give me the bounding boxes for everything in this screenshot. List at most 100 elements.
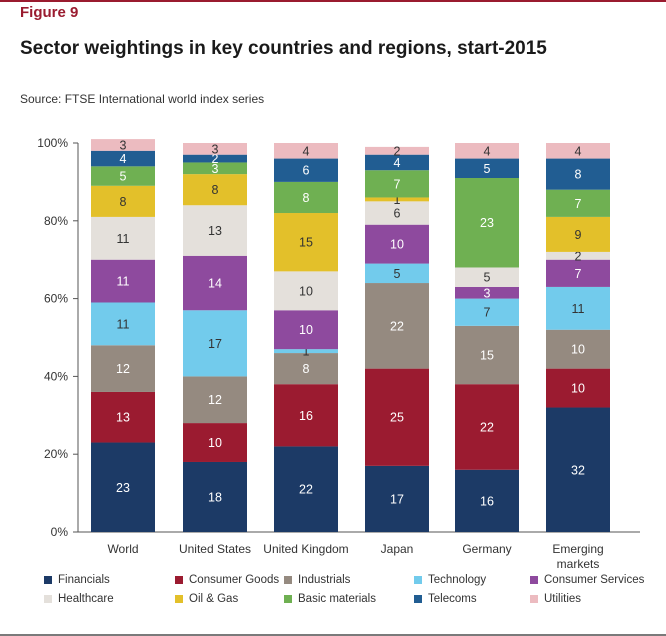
data-label: 7 xyxy=(394,177,401,191)
y-tick-label: 60% xyxy=(44,292,68,306)
bar-segment xyxy=(91,150,155,167)
x-tick-label: Emerging xyxy=(552,542,603,556)
x-tick-label: World xyxy=(107,542,138,556)
legend-swatch xyxy=(530,576,538,584)
bar-segment xyxy=(365,465,429,532)
data-label: 7 xyxy=(575,197,582,211)
data-label: 17 xyxy=(390,492,404,506)
bar-segment xyxy=(274,349,338,354)
data-label: 22 xyxy=(480,420,494,434)
x-tick-label: Japan xyxy=(381,542,414,556)
bar-segment xyxy=(183,174,247,206)
data-label: 7 xyxy=(484,306,491,320)
data-label: 8 xyxy=(575,168,582,182)
figure-label: Figure 9 xyxy=(20,4,79,21)
data-label: 8 xyxy=(303,362,310,376)
legend-item: Telecoms xyxy=(414,593,477,605)
bar-segment xyxy=(91,259,155,303)
data-label: 5 xyxy=(394,267,401,281)
legend-label: Healthcare xyxy=(58,593,114,605)
bar-segment xyxy=(183,154,247,163)
bar-segment xyxy=(455,267,519,287)
bar-segment xyxy=(365,224,429,264)
bar-segment xyxy=(546,143,610,159)
data-label: 8 xyxy=(303,191,310,205)
bar-segment xyxy=(546,407,610,532)
legend-swatch xyxy=(284,595,292,603)
data-label: 15 xyxy=(480,349,494,363)
bar-segment xyxy=(274,384,338,447)
data-label: 16 xyxy=(480,494,494,508)
data-label: 25 xyxy=(390,411,404,425)
legend-item: Oil & Gas xyxy=(175,593,238,605)
x-tick-label: United States xyxy=(179,542,251,556)
bar-segment xyxy=(91,345,155,392)
data-label: 5 xyxy=(120,170,127,184)
bar-segment xyxy=(546,286,610,330)
data-label: 4 xyxy=(303,144,310,158)
data-label: 2 xyxy=(212,152,219,166)
x-tick-label: Germany xyxy=(462,542,511,556)
bar-segment xyxy=(365,201,429,225)
data-label: 2 xyxy=(575,249,582,263)
bar-segment xyxy=(183,205,247,256)
legend-item: Industrials xyxy=(284,574,350,586)
data-label: 14 xyxy=(208,277,222,291)
y-tick-label: 80% xyxy=(44,214,68,228)
data-label: 4 xyxy=(484,144,491,158)
data-label: 17 xyxy=(208,337,222,351)
legend-label: Basic materials xyxy=(298,593,376,605)
data-label: 11 xyxy=(117,317,130,331)
bar-segment xyxy=(274,271,338,311)
legend-item: Financials xyxy=(44,574,110,586)
bar-segment xyxy=(546,189,610,217)
bar-segment xyxy=(91,302,155,346)
y-tick-label: 40% xyxy=(44,369,68,383)
y-tick-label: 20% xyxy=(44,447,68,461)
bar-segment xyxy=(274,213,338,272)
legend-swatch xyxy=(175,576,183,584)
data-label: 23 xyxy=(480,216,494,230)
legend-item: Basic materials xyxy=(284,593,376,605)
data-label: 7 xyxy=(575,267,582,281)
bar-segment xyxy=(274,181,338,214)
legend-label: Industrials xyxy=(298,574,351,586)
legend-swatch xyxy=(414,595,422,603)
data-label: 13 xyxy=(208,224,222,238)
legend-item: Consumer Goods xyxy=(175,574,279,586)
data-label: 18 xyxy=(208,490,222,504)
bottom-rule xyxy=(0,634,666,636)
bar-segment xyxy=(455,384,519,470)
data-label: 2 xyxy=(394,144,401,158)
bar-segment xyxy=(91,391,155,443)
legend-label: Oil & Gas xyxy=(189,593,239,605)
data-label: 32 xyxy=(571,463,585,477)
bar-segment xyxy=(365,197,429,202)
data-label: 9 xyxy=(575,228,582,242)
legend-item: Consumer Services xyxy=(530,574,644,586)
bar-segment xyxy=(455,143,519,159)
bar-segment xyxy=(365,368,429,466)
legend-swatch xyxy=(44,595,52,603)
legend-swatch xyxy=(175,595,183,603)
bar-segment xyxy=(546,216,610,252)
bar-segment xyxy=(365,263,429,284)
bar-segment xyxy=(365,146,429,155)
data-label: 11 xyxy=(117,232,130,246)
data-label: 8 xyxy=(120,195,127,209)
x-tick-label: United Kingdom xyxy=(263,542,348,556)
legend-label: Consumer Goods xyxy=(189,574,280,586)
data-label: 10 xyxy=(299,284,313,298)
legend-swatch xyxy=(414,576,422,584)
bar-segment xyxy=(183,162,247,175)
data-label: 6 xyxy=(303,164,310,178)
data-label: 13 xyxy=(116,411,130,425)
bar-segment xyxy=(183,461,247,532)
data-label: 3 xyxy=(212,142,219,156)
data-label: 11 xyxy=(572,302,585,316)
top-rule xyxy=(0,0,666,2)
bar-segment xyxy=(183,376,247,424)
data-label: 8 xyxy=(212,183,219,197)
y-tick-label: 0% xyxy=(51,525,69,539)
data-label: 10 xyxy=(571,382,585,396)
